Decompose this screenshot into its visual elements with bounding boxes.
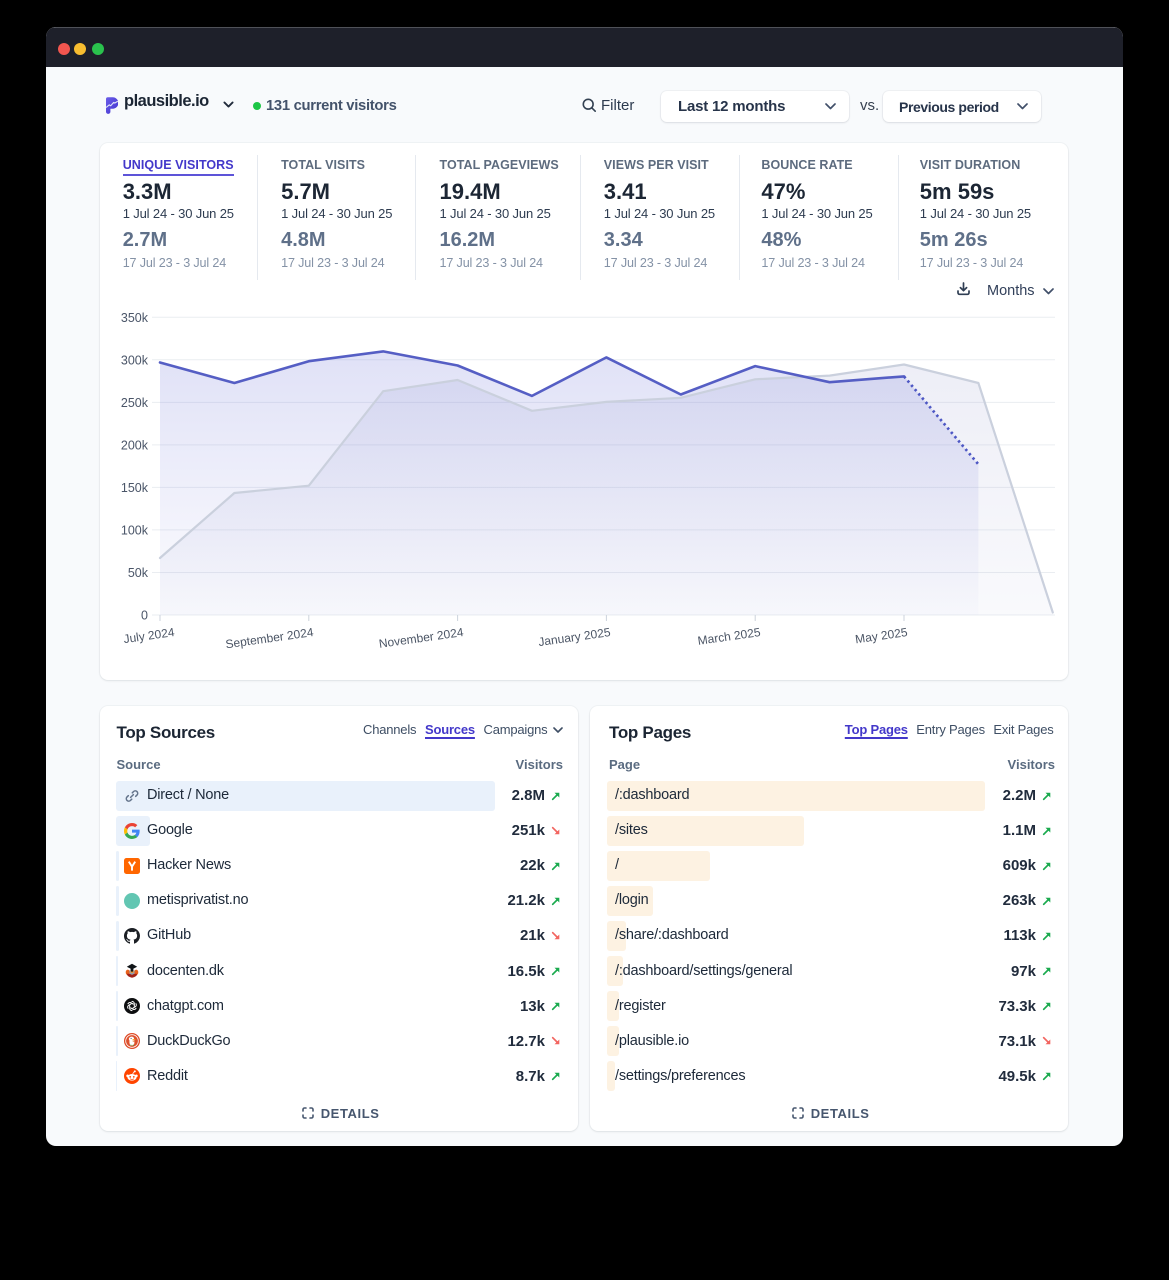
svg-text:0: 0 — [141, 609, 148, 623]
svg-text:250k: 250k — [121, 396, 149, 410]
svg-text:May 2025: May 2025 — [854, 625, 908, 646]
svg-text:March 2025: March 2025 — [697, 625, 762, 648]
svg-text:50k: 50k — [128, 566, 149, 580]
svg-text:January 2025: January 2025 — [537, 625, 611, 649]
svg-text:300k: 300k — [121, 353, 149, 367]
svg-text:100k: 100k — [121, 523, 149, 537]
svg-text:350k: 350k — [121, 311, 149, 325]
svg-text:November 2024: November 2024 — [378, 625, 465, 651]
svg-text:200k: 200k — [121, 438, 149, 452]
svg-text:September 2024: September 2024 — [225, 625, 315, 651]
svg-text:July 2024: July 2024 — [123, 625, 176, 646]
svg-text:150k: 150k — [121, 481, 149, 495]
